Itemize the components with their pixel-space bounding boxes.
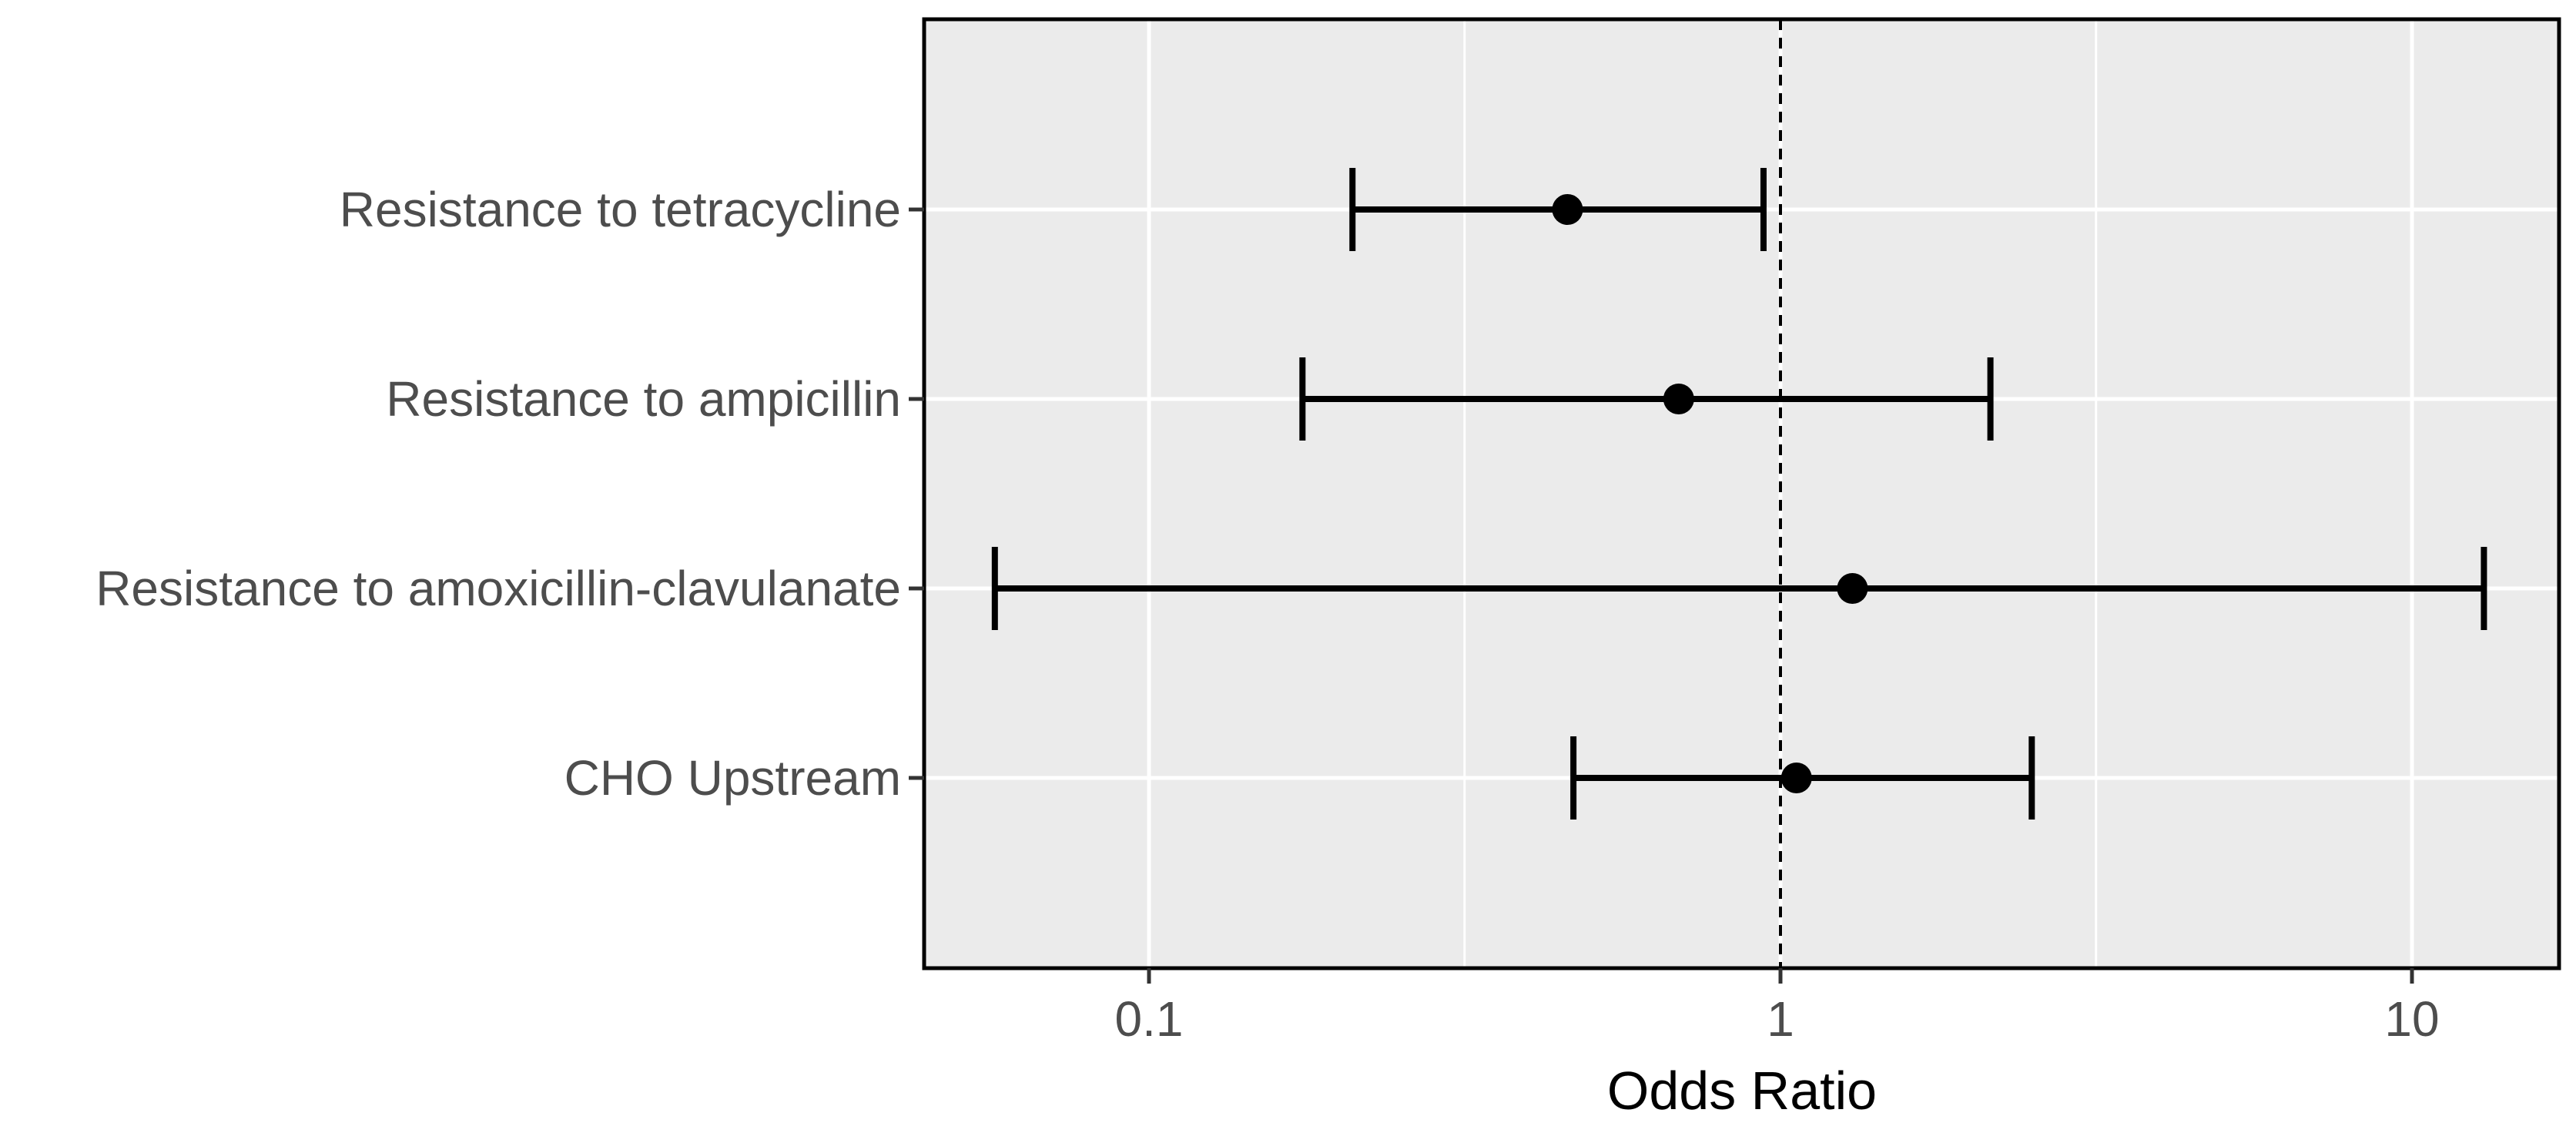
y-tick-label: Resistance to tetracycline — [340, 182, 901, 237]
x-tick-label: 0.1 — [1115, 991, 1184, 1047]
y-tick-label: Resistance to amoxicillin-clavulanate — [95, 561, 901, 616]
plot-panel-border — [922, 17, 2561, 970]
y-axis: Resistance to tetracycline Resistance to … — [95, 182, 924, 806]
estimate-row — [1349, 168, 1767, 251]
point-estimate — [1552, 194, 1583, 225]
estimate-row — [1299, 357, 1994, 441]
y-tick-label: Resistance to ampicillin — [386, 371, 901, 427]
estimates — [991, 168, 2487, 820]
x-tick-label: 10 — [2384, 991, 2439, 1047]
x-axis: 0.1 1 10 — [1115, 968, 2440, 1047]
plot-panel-background — [924, 19, 2559, 968]
point-estimate — [1837, 573, 1868, 604]
x-axis-title: Odds Ratio — [1607, 1061, 1877, 1121]
estimate-row — [991, 547, 2487, 630]
estimate-row — [1570, 736, 2035, 820]
point-estimate — [1780, 763, 1812, 793]
y-tick-label: CHO Upstream — [564, 750, 901, 806]
point-estimate — [1663, 384, 1694, 414]
x-tick-label: 1 — [1767, 991, 1794, 1047]
